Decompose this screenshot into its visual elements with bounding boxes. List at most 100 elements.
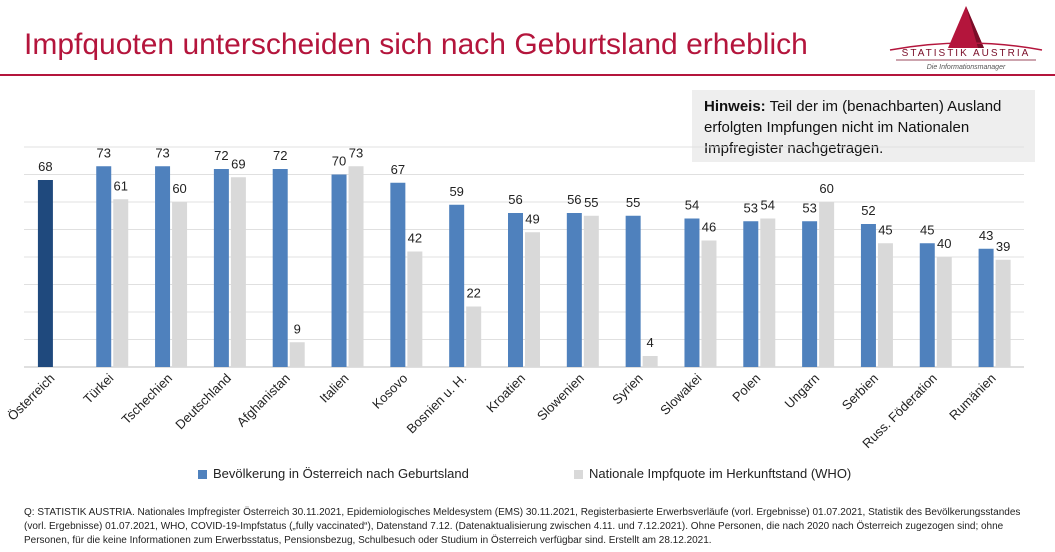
bar-who-slowakei [701, 240, 717, 367]
bar-who-russ-foederation [936, 257, 952, 367]
bar-who-afghanistan [289, 342, 305, 367]
value-label-who-tschechien: 60 [172, 181, 186, 196]
value-label-who-kosovo: 42 [408, 231, 422, 246]
value-label-population-russ-foederation: 45 [920, 222, 934, 237]
value-label-population-deutschland: 72 [214, 148, 228, 163]
bar-population-slowakei [684, 218, 700, 367]
value-label-population-syrien: 55 [626, 195, 640, 210]
category-label-slowenien: Slowenien [534, 371, 587, 424]
bar-population-ungarn [802, 221, 818, 367]
hint-box: Hinweis: Teil der im (benachbarten) Ausl… [692, 90, 1035, 162]
bar-population-bosnien-u-h [449, 204, 465, 367]
grid-lines [24, 146, 1024, 368]
value-label-who-kroatien: 49 [525, 211, 539, 226]
value-label-who-rumaenien: 39 [996, 239, 1010, 254]
bar-who-polen [760, 218, 776, 367]
bar-population-syrien [625, 215, 641, 367]
value-label-population-oesterreich: 68 [38, 159, 52, 174]
bar-population-italien [331, 174, 347, 367]
category-label-rumaenien: Rumänien [946, 371, 999, 424]
bars [37, 166, 1011, 367]
value-label-who-slowakei: 46 [702, 220, 716, 235]
legend-swatch-who [574, 470, 583, 480]
bar-who-tuerkei [113, 199, 129, 367]
value-label-population-slowakei: 54 [685, 198, 699, 213]
category-label-slowakei: Slowakei [657, 370, 704, 417]
value-label-population-serbien: 52 [861, 203, 875, 218]
bar-who-slowenien [583, 215, 599, 367]
hint-label: Hinweis: [704, 98, 766, 115]
value-label-population-tuerkei: 73 [97, 145, 111, 160]
bar-who-tschechien [172, 202, 188, 367]
value-label-who-syrien: 4 [647, 335, 654, 350]
bar-who-deutschland [230, 177, 246, 367]
bar-population-kroatien [508, 213, 523, 367]
legend-label-who: Nationale Impfquote im Herkunftstand (WH… [589, 466, 852, 481]
bar-population-rumaenien [978, 248, 994, 367]
category-label-ungarn: Ungarn [781, 371, 822, 412]
bar-who-italien [348, 166, 364, 367]
category-label-afghanistan: Afghanistan [234, 371, 293, 430]
value-label-who-polen: 54 [761, 198, 775, 213]
bar-who-serbien [877, 243, 893, 367]
source-note: Q: STATISTIK AUSTRIA. Nationales Impfreg… [24, 507, 1021, 546]
logo-wordmark: STATISTIK AUSTRIA [902, 48, 1031, 59]
title-divider [0, 74, 1055, 76]
bar-population-tuerkei [96, 166, 112, 367]
category-label-italien: Italien [317, 371, 352, 406]
value-label-who-italien: 73 [349, 145, 363, 160]
value-label-who-deutschland: 69 [231, 156, 245, 171]
value-label-population-kroatien: 56 [508, 192, 522, 207]
bar-who-kroatien [525, 232, 540, 367]
value-label-population-ungarn: 53 [802, 200, 816, 215]
bar-population-oesterreich [37, 180, 53, 367]
value-label-who-tuerkei: 61 [114, 178, 128, 193]
value-label-who-afghanistan: 9 [294, 321, 301, 336]
page-title: Impfquoten unterscheiden sich nach Gebur… [24, 28, 808, 61]
statistik-austria-logo: STATISTIK AUSTRIA Die Informationsmanage… [886, 6, 1046, 72]
value-label-population-slowenien: 56 [567, 192, 581, 207]
bar-who-kosovo [407, 251, 423, 367]
bar-population-russ-foederation [919, 243, 935, 367]
legend-item-who: Nationale Impfquote im Herkunftstand (WH… [574, 466, 851, 481]
value-label-population-bosnien-u-h: 59 [449, 184, 463, 199]
hint-text: Teil der im (benachbarten) Ausland erfol… [704, 98, 1002, 157]
category-label-tuerkei: Türkei [80, 370, 116, 406]
bar-population-kosovo [390, 182, 406, 367]
value-label-who-russ-foederation: 40 [937, 236, 951, 251]
bar-population-afghanistan [272, 169, 288, 367]
bar-who-syrien [642, 356, 658, 367]
legend-swatch-population [198, 470, 207, 480]
value-label-population-rumaenien: 43 [979, 228, 993, 243]
category-label-oesterreich: Österreich [5, 371, 58, 424]
logo-tagline: Die Informationsmanager [927, 64, 1006, 71]
value-label-who-bosnien-u-h: 22 [466, 286, 480, 301]
bar-population-polen [743, 221, 759, 367]
category-label-kosovo: Kosovo [369, 371, 410, 412]
category-label-bosnien-u-h: Bosnien u. H. [404, 371, 470, 437]
value-label-population-italien: 70 [332, 154, 346, 169]
bar-population-deutschland [213, 169, 229, 367]
category-label-kroatien: Kroatien [483, 371, 528, 416]
bar-population-serbien [860, 224, 876, 367]
category-label-deutschland: Deutschland [172, 371, 234, 433]
value-label-population-polen: 53 [744, 200, 758, 215]
value-label-population-tschechien: 73 [155, 145, 169, 160]
legend-item-population: Bevölkerung in Österreich nach Geburtsla… [198, 466, 469, 481]
bar-who-bosnien-u-h [466, 306, 482, 367]
legend-label-population: Bevölkerung in Österreich nach Geburtsla… [213, 466, 469, 481]
category-label-polen: Polen [729, 371, 763, 405]
category-label-syrien: Syrien [609, 371, 646, 408]
value-label-who-serbien: 45 [878, 222, 892, 237]
value-label-who-ungarn: 60 [819, 181, 833, 196]
value-label-population-kosovo: 67 [391, 162, 405, 177]
bar-who-ungarn [819, 202, 835, 367]
value-label-population-afghanistan: 72 [273, 148, 287, 163]
bar-population-slowenien [566, 213, 582, 367]
category-label-tschechien: Tschechien [119, 371, 176, 428]
bar-who-rumaenien [995, 259, 1011, 367]
value-label-who-slowenien: 55 [584, 195, 598, 210]
